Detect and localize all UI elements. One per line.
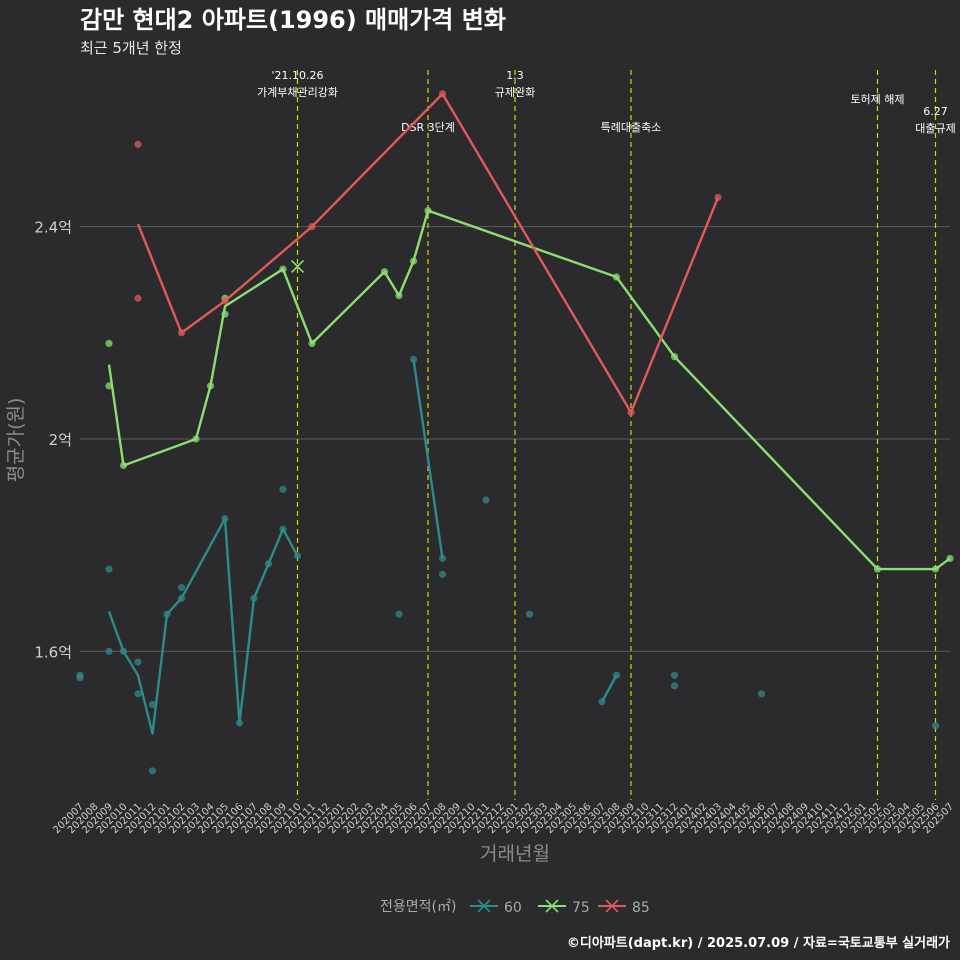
data-point-60: [482, 496, 490, 504]
data-point-60: [177, 594, 186, 602]
data-point-60: [598, 698, 606, 706]
x-axis-label: 거래년월: [480, 843, 550, 865]
data-point-60: [148, 700, 157, 709]
y-axis-label: 평균가(원): [5, 398, 27, 483]
data-point-60: [757, 690, 766, 698]
event-label: 토허제 해제: [850, 92, 904, 106]
event-label: 대출규제: [915, 122, 955, 135]
data-point-60: [279, 485, 287, 494]
legend-title: 전용면적(㎡): [380, 899, 456, 915]
data-point-60: [264, 560, 273, 568]
legend-cross: [477, 899, 491, 913]
data-point-60: [525, 610, 534, 618]
chart-title: 감만 현대2 아파트(1996) 매매가격 변화: [80, 6, 506, 34]
data-point-75: [119, 461, 128, 470]
data-point-60: [612, 671, 621, 679]
data-point-60: [235, 719, 244, 727]
data-point-60: [395, 610, 403, 618]
legend-cross: [545, 899, 559, 913]
data-point-60: [438, 554, 447, 563]
data-point-75: [221, 310, 229, 318]
legend-item-60: 60: [470, 899, 522, 916]
data-point-60: [931, 722, 940, 730]
event-label: 특례대출축소: [601, 121, 662, 134]
data-point-75: [105, 339, 113, 347]
data-point-75: [873, 565, 882, 573]
legend-label: 75: [572, 900, 590, 916]
legend: 전용면적(㎡) 60 75 85: [380, 899, 650, 916]
data-point-60: [409, 355, 418, 363]
data-point-85: [308, 222, 316, 231]
chart-subtitle: 최근 5개년 한정: [80, 39, 182, 57]
legend-label: 60: [504, 900, 522, 916]
event-label: 6.27: [923, 105, 948, 118]
data-point-75: [670, 353, 679, 361]
series-line-60: [107, 517, 299, 735]
series-layer: [76, 90, 954, 775]
data-point-60: [134, 690, 142, 698]
event-label: 규제완화: [495, 86, 535, 99]
series-85: [134, 90, 722, 417]
data-point-60: [293, 552, 302, 560]
data-point-60: [163, 610, 171, 618]
data-point-75: [308, 339, 316, 347]
event-label: DSR 3단계: [401, 121, 455, 134]
data-point-85: [134, 140, 142, 148]
y-tick-label: 1.6억: [34, 643, 72, 661]
series-75: [105, 207, 954, 573]
data-point-75: [192, 435, 200, 443]
data-point-60: [670, 682, 679, 690]
cross-marker: [290, 259, 305, 273]
data-point-60: [438, 570, 447, 578]
data-point-60: [76, 674, 84, 682]
data-point-75: [946, 554, 954, 563]
x-axis-ticks: 2020072020082020092020102020112020122021…: [51, 801, 956, 836]
y-tick-label: 2.4억: [34, 219, 72, 237]
source-caption: ©디아파트(dapt.kr) / 2025.07.09 / 자료=국토교통부 실…: [567, 935, 950, 951]
data-point-60: [148, 767, 157, 775]
data-point-75: [380, 268, 389, 276]
data-point-75: [931, 565, 940, 573]
y-axis-ticks: 1.6억 2억 2.4억: [34, 219, 72, 662]
data-point-60: [221, 515, 229, 523]
data-point-75: [612, 273, 621, 281]
event-label: 가계부채관리강화: [257, 86, 338, 99]
data-point-60: [177, 584, 186, 592]
series-line-60: [412, 359, 444, 559]
data-point-75: [424, 207, 432, 215]
data-point-60: [119, 647, 128, 655]
data-point-75: [105, 382, 113, 390]
event-label: '21.10.26: [271, 69, 323, 82]
series-60: [76, 355, 940, 775]
data-point-85: [221, 297, 229, 305]
data-point-85: [714, 193, 722, 201]
data-point-75: [279, 265, 287, 273]
data-point-60: [670, 671, 679, 679]
legend-cross: [605, 899, 619, 913]
data-point-85: [177, 329, 186, 337]
data-point-75: [409, 257, 418, 265]
series-line-60: [600, 674, 618, 703]
legend-label: 85: [632, 900, 650, 916]
data-point-85: [438, 90, 447, 98]
series-line-75: [107, 209, 951, 571]
data-point-60: [250, 594, 258, 602]
data-point-60: [279, 525, 287, 533]
cross-marker-stroke: [290, 259, 305, 273]
y-tick-label: 2억: [49, 431, 72, 449]
data-point-85: [134, 294, 142, 302]
legend-item-85: 85: [598, 899, 650, 916]
event-label: 1.3: [506, 69, 524, 82]
data-point-60: [134, 658, 142, 666]
data-point-85: [627, 408, 635, 417]
data-point-75: [395, 292, 403, 300]
data-point-60: [105, 647, 113, 655]
data-point-60: [105, 565, 113, 573]
data-point-75: [206, 382, 215, 390]
legend-item-75: 75: [538, 899, 590, 916]
